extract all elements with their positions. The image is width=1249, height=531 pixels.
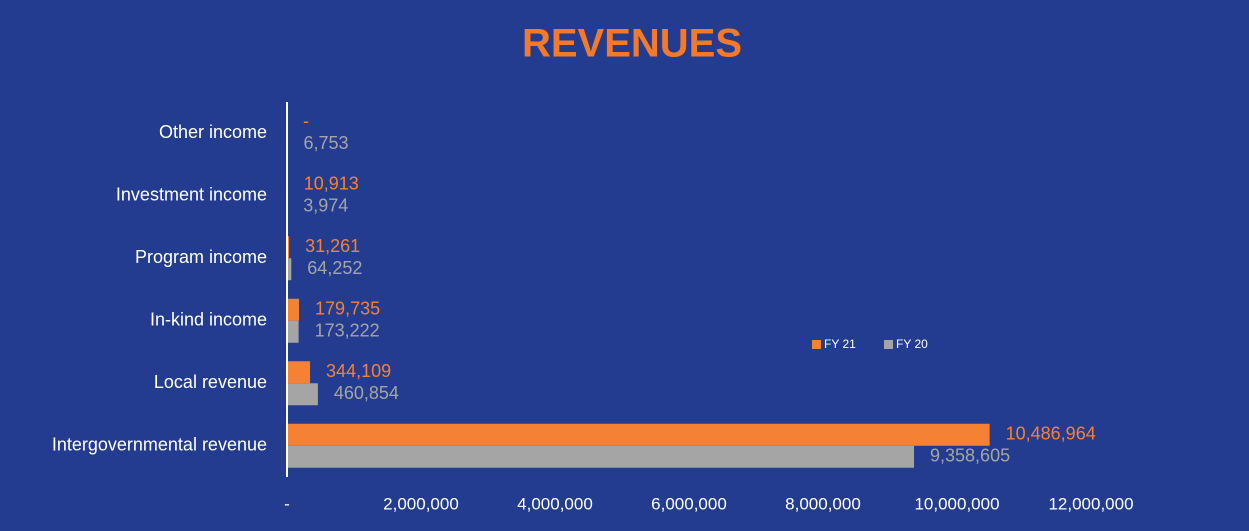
bar [287,383,318,406]
data-label: 9,358,605 [930,446,1010,466]
data-label: 3,974 [303,196,348,216]
data-label: 460,854 [334,383,399,403]
x-tick-label: 6,000,000 [651,494,727,513]
legend-label: FY 20 [896,337,928,351]
data-label: 344,109 [326,361,391,381]
x-tick-label: 10,000,000 [914,494,999,513]
bar [287,320,299,343]
y-tick-label: Investment income [116,185,267,205]
data-label: - [303,111,309,131]
x-tick-label: 8,000,000 [785,494,861,513]
data-label: 10,486,964 [1006,424,1096,444]
x-tick-label: 4,000,000 [517,494,593,513]
bar [287,445,915,468]
y-tick-label: Other income [159,122,267,142]
bar [287,236,290,259]
bar [287,258,292,281]
bar [287,361,311,384]
data-label: 173,222 [315,321,380,341]
y-tick-label: Intergovernmental revenue [52,435,267,455]
chart-title: REVENUES [522,22,742,66]
x-tick-label: - [284,494,290,513]
y-tick-label: Local revenue [154,372,267,392]
data-label: 179,735 [315,299,380,319]
data-label: 6,753 [303,133,348,153]
y-tick-label: Program income [135,247,267,267]
bar [287,423,990,446]
legend-swatch [884,340,893,349]
legend-label: FY 21 [824,337,856,351]
data-label: 10,913 [304,174,359,194]
legend-swatch [812,340,821,349]
y-tick-label: In-kind income [150,310,267,330]
x-tick-label: 12,000,000 [1048,494,1133,513]
x-tick-label: 2,000,000 [383,494,459,513]
bar [287,298,300,321]
data-label: 31,261 [305,236,360,256]
data-label: 64,252 [307,258,362,278]
